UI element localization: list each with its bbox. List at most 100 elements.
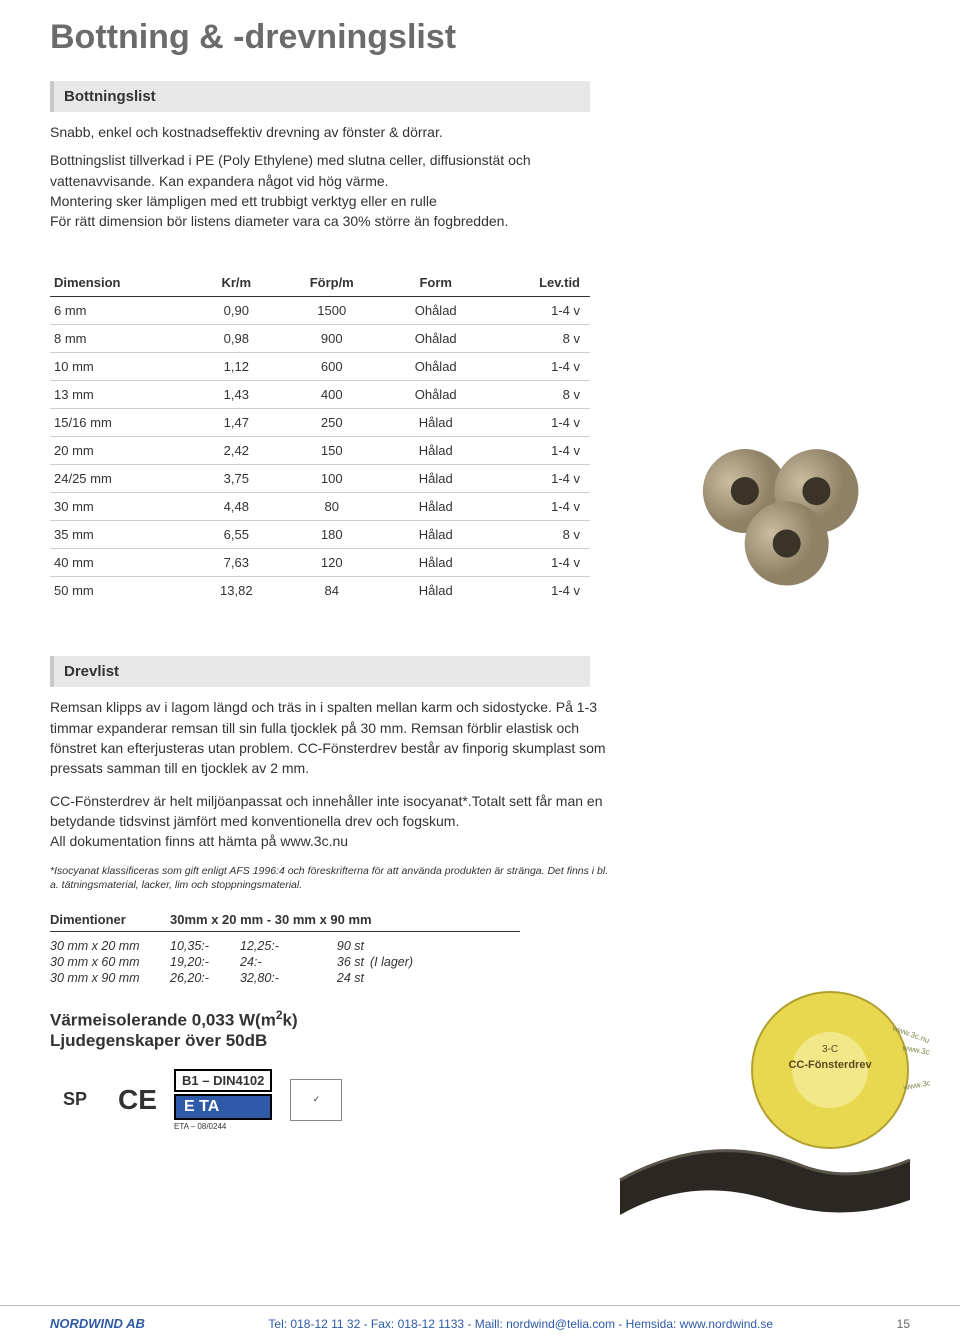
table-cell: 36 st [310,955,370,969]
table-cell: 26,20:- [170,971,240,985]
table-cell: 1,43 [197,381,282,409]
table-cell: (I lager) [370,955,520,969]
t1-col-header: Lev.tid [490,269,590,297]
table-cell: 400 [282,381,388,409]
drevlist-table-header: Dimentioner 30mm x 20 mm - 30 mm x 90 mm [50,906,520,932]
table-cell: 6,55 [197,521,282,549]
table-row: 30 mm x 20 mm10,35:-12,25:-90 st [50,938,520,954]
table-cell: 84 [282,577,388,605]
table-cell: 90 st [310,939,370,953]
spec1-end: k) [283,1011,298,1030]
table-cell: 30 mm [50,493,197,521]
table-cell: Ohålad [388,325,490,353]
table-cell: 100 [282,465,388,493]
table-row: 15/16 mm1,47250Hålad1-4 v [50,409,590,437]
table-row: 24/25 mm3,75100Hålad1-4 v [50,465,590,493]
table-cell: 1-4 v [490,437,590,465]
table-cell: 2,42 [197,437,282,465]
table-cell: 150 [282,437,388,465]
cert-eta-small: ETA – 08/0244 [174,1122,272,1131]
table-cell: 32,80:- [240,971,310,985]
page-footer: NORDWIND AB Tel: 018-12 11 32 - Fax: 018… [0,1305,960,1343]
table-cell: 1,12 [197,353,282,381]
table-cell: 3,75 [197,465,282,493]
table-cell: 10 mm [50,353,197,381]
table-cell: Hålad [388,549,490,577]
drevlist-para1: Remsan klipps av i lagom längd och träs … [50,697,620,778]
table-cell: Hålad [388,437,490,465]
table-row: 50 mm13,8284Hålad1-4 v [50,577,590,605]
spec2-text: Ljudegenskaper över 50dB [50,1031,267,1050]
table-cell: 24 st [310,971,370,985]
spec1-sup: 2 [276,1008,283,1022]
table-cell: 120 [282,549,388,577]
section1-tagline: Snabb, enkel och kostnadseffektiv drevni… [50,122,590,142]
drevlist-para2: CC-Fönsterdrev är helt miljöanpassat och… [50,791,620,852]
page-title: Bottning & -drevningslist [50,0,910,81]
t1-col-header: Dimension [50,269,197,297]
table-cell: Hålad [388,409,490,437]
table-cell: 600 [282,353,388,381]
table-cell: 1,47 [197,409,282,437]
table-cell: 8 v [490,381,590,409]
table-row: 13 mm1,43400Ohålad8 v [50,381,590,409]
table-row: 30 mm x 60 mm19,20:-24:-36 st(I lager) [50,954,520,970]
cert-sp-icon: SP [50,1078,100,1122]
footer-brand: NORDWIND AB [50,1316,145,1331]
table-cell: Hålad [388,577,490,605]
table-cell: 8 v [490,521,590,549]
table-cell: 6 mm [50,297,197,325]
table-cell: 1-4 v [490,493,590,521]
t2-header-left: Dimentioner [50,912,170,927]
t2-header-right: 30mm x 20 mm - 30 mm x 90 mm [170,912,520,927]
drevlist-footnote: *Isocyanat klassificeras som gift enligt… [50,864,610,892]
table-cell: 1-4 v [490,297,590,325]
table-cell: 0,98 [197,325,282,353]
table-cell: 0,90 [197,297,282,325]
table-cell [370,939,520,953]
table-cell: 30 mm x 60 mm [50,955,170,969]
cert-ce-icon: CE [118,1084,156,1116]
footer-contact: Tel: 018-12 11 32 - Fax: 018-12 1133 - M… [145,1317,897,1331]
table-cell: 10,35:- [170,939,240,953]
foam-rods-image [680,420,920,600]
table-row: 8 mm0,98900Ohålad8 v [50,325,590,353]
table-cell: 30 mm x 90 mm [50,971,170,985]
table-row: 6 mm0,901500Ohålad1-4 v [50,297,590,325]
table-cell: 8 mm [50,325,197,353]
table-cell: 180 [282,521,388,549]
table-cell: 24/25 mm [50,465,197,493]
cert-extra-icon: ✓ [290,1079,342,1121]
table-cell: 1-4 v [490,409,590,437]
section2-heading: Drevlist [50,656,590,687]
table-cell: 1500 [282,297,388,325]
table-row: 30 mm4,4880Hålad1-4 v [50,493,590,521]
table-cell: 1-4 v [490,577,590,605]
table-cell: Ohålad [388,297,490,325]
table-cell: Hålad [388,465,490,493]
table-cell: 7,63 [197,549,282,577]
table-cell: 8 v [490,325,590,353]
table-cell: 35 mm [50,521,197,549]
table-cell: 900 [282,325,388,353]
t1-col-header: Kr/m [197,269,282,297]
table-cell: Ohålad [388,381,490,409]
table-cell: 19,20:- [170,955,240,969]
section1-heading: Bottningslist [50,81,590,112]
table-cell: 1-4 v [490,353,590,381]
table-cell [370,971,520,985]
table-cell: 50 mm [50,577,197,605]
section1-body: Bottningslist tillverkad i PE (Poly Ethy… [50,150,590,231]
table-row: 20 mm2,42150Hålad1-4 v [50,437,590,465]
table-row: 10 mm1,12600Ohålad1-4 v [50,353,590,381]
table-cell: 15/16 mm [50,409,197,437]
table-row: 40 mm7,63120Hålad1-4 v [50,549,590,577]
tape-product-image: 3-C CC-Fönsterdrev www.3c.nu www.3c.nu w… [590,980,930,1240]
spec1-text: Värmeisolerande 0,033 W(m [50,1011,276,1030]
drevlist-table: 30 mm x 20 mm10,35:-12,25:-90 st30 mm x … [50,938,520,986]
cert-b1-label: B1 – DIN4102 [174,1069,272,1092]
table-cell: 13 mm [50,381,197,409]
table-cell: 40 mm [50,549,197,577]
table-cell: 12,25:- [240,939,310,953]
svg-text:3-C: 3-C [822,1044,838,1055]
